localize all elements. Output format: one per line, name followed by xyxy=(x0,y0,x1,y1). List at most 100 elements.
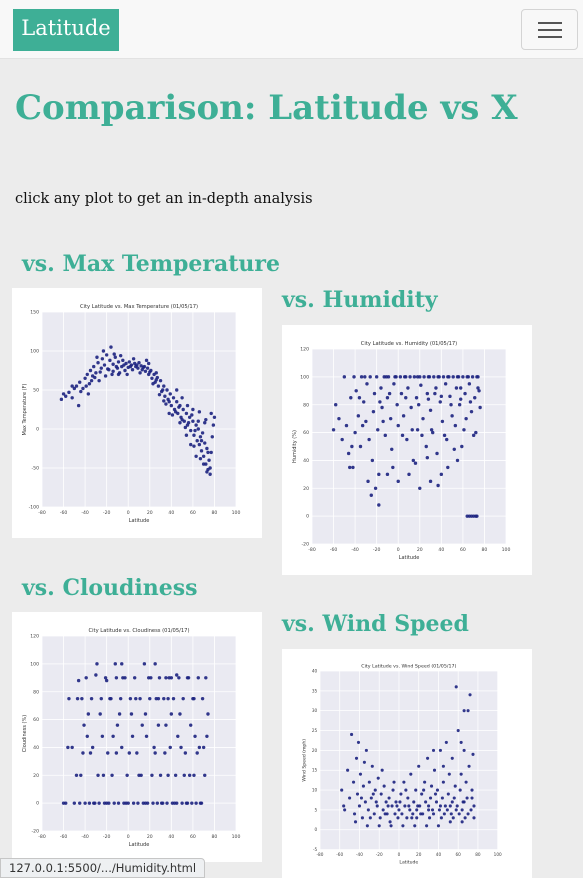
data-point xyxy=(426,756,430,760)
data-point xyxy=(431,430,435,435)
data-point xyxy=(357,804,362,808)
data-point xyxy=(411,812,415,816)
chart-title: City Latitude vs. Cloudiness (01/05/17) xyxy=(88,628,189,634)
data-point xyxy=(413,461,418,465)
data-point xyxy=(376,428,380,432)
data-point xyxy=(178,712,182,716)
data-point xyxy=(148,370,152,374)
data-point xyxy=(443,804,447,808)
data-point xyxy=(367,780,371,784)
hamburger-menu-icon-bar xyxy=(538,29,562,31)
data-point xyxy=(369,796,373,800)
data-point xyxy=(463,816,467,820)
data-point xyxy=(430,808,435,812)
data-point xyxy=(206,712,210,716)
plot-area xyxy=(312,349,506,544)
data-point xyxy=(470,796,474,800)
plot-humidity[interactable]: -80 -60 -40 -20 0 20 40 60 80 100 -20 0 20 40 60 80 100 1… xyxy=(282,325,532,575)
data-point xyxy=(368,816,372,820)
data-point xyxy=(178,421,182,425)
data-point xyxy=(360,816,364,820)
data-point xyxy=(87,801,92,805)
data-point xyxy=(468,400,473,404)
x-axis-label: Latitude xyxy=(399,859,418,865)
data-point xyxy=(439,816,443,820)
data-point xyxy=(185,676,190,680)
x-axis-label: Latitude xyxy=(129,518,150,524)
data-point xyxy=(92,801,96,805)
data-point xyxy=(408,375,412,379)
data-point xyxy=(428,479,433,484)
data-point xyxy=(435,788,440,792)
data-point xyxy=(360,423,365,428)
data-point xyxy=(162,399,166,403)
data-point xyxy=(446,792,450,796)
data-point xyxy=(101,773,106,777)
data-point xyxy=(376,776,380,780)
data-point xyxy=(380,405,384,410)
data-point xyxy=(158,773,163,777)
data-point xyxy=(454,685,458,689)
x-tick-label: -80 xyxy=(317,852,324,857)
data-point xyxy=(72,386,77,391)
data-point xyxy=(407,804,411,808)
data-point xyxy=(164,402,168,406)
data-point xyxy=(121,676,125,680)
data-point xyxy=(173,410,178,414)
data-point xyxy=(179,745,183,750)
data-point xyxy=(171,696,176,701)
data-point xyxy=(348,465,352,470)
data-point xyxy=(470,788,474,792)
menu-toggle-button[interactable] xyxy=(521,9,578,50)
data-point xyxy=(408,808,412,812)
data-point xyxy=(80,696,84,701)
data-point xyxy=(444,740,448,744)
data-point xyxy=(196,427,200,431)
data-point xyxy=(377,503,381,507)
data-point xyxy=(209,450,213,455)
data-point xyxy=(183,425,188,430)
x-tick-label: 60 xyxy=(460,547,466,553)
data-point xyxy=(151,801,155,805)
data-point xyxy=(420,792,424,796)
x-tick-label: 100 xyxy=(494,852,502,857)
data-point xyxy=(95,662,99,666)
brand-logo[interactable]: Latitude xyxy=(13,9,119,51)
data-point xyxy=(95,355,99,359)
data-point xyxy=(377,472,381,477)
data-point xyxy=(128,696,133,701)
data-point xyxy=(67,390,71,395)
data-point xyxy=(157,392,162,397)
data-point xyxy=(98,712,102,716)
plot-wind-speed[interactable]: -80 -60 -40 -20 0 20 40 60 80 100 -5 0 5 10 15 20 25 30 35… xyxy=(282,649,532,878)
data-point xyxy=(340,437,344,442)
y-axis-label: Max Temperature (F) xyxy=(22,383,28,435)
data-point xyxy=(61,801,66,805)
data-point xyxy=(372,812,376,816)
plot-max-temperature[interactable]: -80 -60 -40 -20 0 20 40 60 80 100 -100 -50 0 50 100 150… xyxy=(12,288,262,538)
data-point xyxy=(130,368,135,372)
data-point xyxy=(387,391,392,396)
data-point xyxy=(428,796,433,800)
data-point xyxy=(472,804,476,808)
data-point xyxy=(344,423,349,428)
data-point xyxy=(425,391,430,396)
data-point xyxy=(150,773,154,777)
data-point xyxy=(441,764,445,768)
data-point xyxy=(401,824,405,828)
data-point xyxy=(474,430,478,435)
data-point xyxy=(97,801,101,805)
data-point xyxy=(165,801,169,805)
plot-cloudiness[interactable]: -80 -60 -40 -20 0 20 40 60 80 100 -20 0 20 40 60 80 100 1… xyxy=(12,612,262,862)
data-point xyxy=(459,397,463,401)
data-point xyxy=(192,773,196,777)
data-point xyxy=(419,812,423,816)
data-point xyxy=(154,378,158,382)
data-point xyxy=(165,388,169,392)
data-point xyxy=(89,378,94,383)
data-point xyxy=(167,411,171,416)
x-tick-label: -20 xyxy=(103,834,111,840)
x-tick-label: 20 xyxy=(147,510,153,516)
y-axis-label: Humidity (%) xyxy=(292,430,298,463)
x-tick-label: -20 xyxy=(373,547,381,553)
